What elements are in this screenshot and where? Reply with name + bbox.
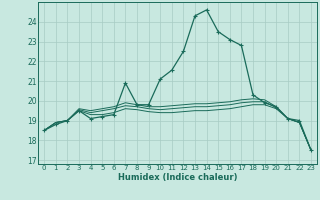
- X-axis label: Humidex (Indice chaleur): Humidex (Indice chaleur): [118, 173, 237, 182]
